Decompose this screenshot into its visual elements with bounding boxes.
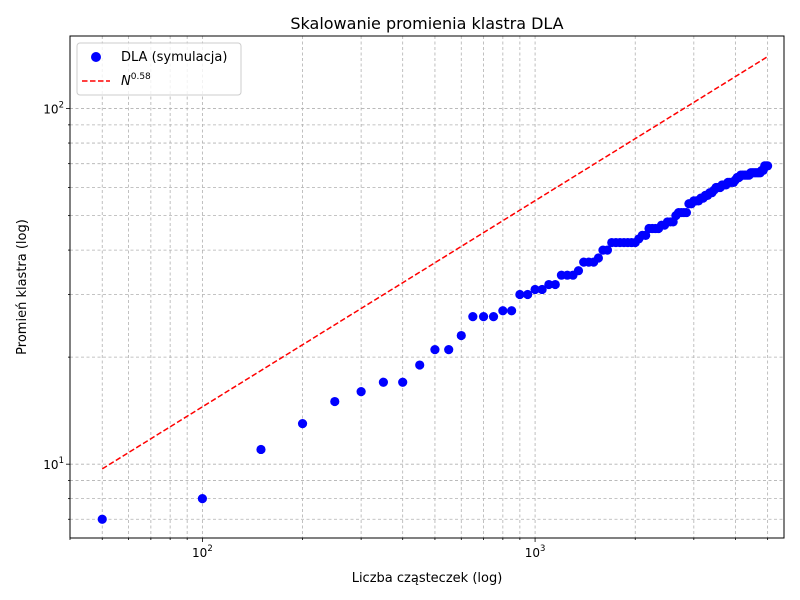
data-point bbox=[256, 444, 266, 455]
data-point bbox=[602, 245, 613, 255]
x-tick-label: 103 bbox=[525, 544, 546, 560]
data-point bbox=[197, 494, 207, 504]
data-point bbox=[641, 230, 651, 240]
data-point bbox=[297, 419, 308, 429]
data-point bbox=[507, 306, 517, 316]
chart-title: Skalowanie promienia klastra DLA bbox=[290, 14, 563, 33]
data-point bbox=[330, 396, 340, 407]
data-point bbox=[97, 514, 107, 524]
y-axis-label: Promień klastra (log) bbox=[15, 219, 30, 355]
y-tick-label-base: 10 bbox=[43, 458, 58, 472]
data-point bbox=[593, 253, 604, 263]
legend-scatter-label: DLA (symulacja) bbox=[121, 50, 227, 65]
data-point bbox=[498, 306, 508, 316]
y-tick-label-base: 10 bbox=[43, 103, 58, 117]
legend-scatter-marker bbox=[91, 52, 101, 62]
y-tick-label-exponent: 1 bbox=[59, 456, 64, 466]
data-point bbox=[398, 377, 408, 387]
x-tick-label-exponent: 3 bbox=[540, 544, 545, 554]
fit-line-layer bbox=[101, 55, 769, 470]
legend-line-label-exponent: 0.58 bbox=[131, 72, 151, 82]
data-point bbox=[544, 279, 554, 290]
y-tick-label: 101 bbox=[43, 456, 64, 472]
x-axis-label: Liczba cząsteczek (log) bbox=[352, 571, 503, 586]
legend-line-label: N0.58 bbox=[121, 72, 151, 89]
x-tick-label-base: 10 bbox=[525, 546, 540, 560]
legend: DLA (symulacja) N0.58 bbox=[76, 42, 242, 96]
data-point bbox=[468, 312, 478, 322]
legend-box bbox=[76, 42, 242, 96]
plot-frame bbox=[69, 35, 785, 539]
x-tick-label: 102 bbox=[192, 544, 213, 560]
data-point bbox=[430, 344, 440, 355]
y-tick-label-exponent: 2 bbox=[59, 101, 64, 111]
y-tick-label: 102 bbox=[43, 101, 64, 117]
legend-line-label-base: N bbox=[121, 74, 131, 89]
data-point bbox=[550, 279, 560, 290]
data-point bbox=[523, 289, 533, 300]
data-point bbox=[456, 330, 466, 341]
x-tick-label-base: 10 bbox=[192, 546, 207, 560]
data-point bbox=[444, 344, 454, 355]
data-point bbox=[530, 284, 540, 295]
data-point bbox=[515, 289, 525, 300]
data-point bbox=[488, 312, 499, 322]
data-point bbox=[573, 266, 584, 276]
data-point bbox=[681, 207, 692, 218]
data-point bbox=[537, 284, 547, 295]
data-point bbox=[378, 377, 388, 387]
fit-line bbox=[101, 55, 769, 470]
data-point bbox=[763, 161, 773, 171]
data-point bbox=[478, 312, 489, 322]
x-tick-label-exponent: 2 bbox=[207, 544, 212, 554]
grid bbox=[69, 36, 784, 538]
data-point bbox=[415, 360, 425, 370]
data-point bbox=[356, 386, 366, 397]
scatter-points bbox=[97, 161, 773, 524]
